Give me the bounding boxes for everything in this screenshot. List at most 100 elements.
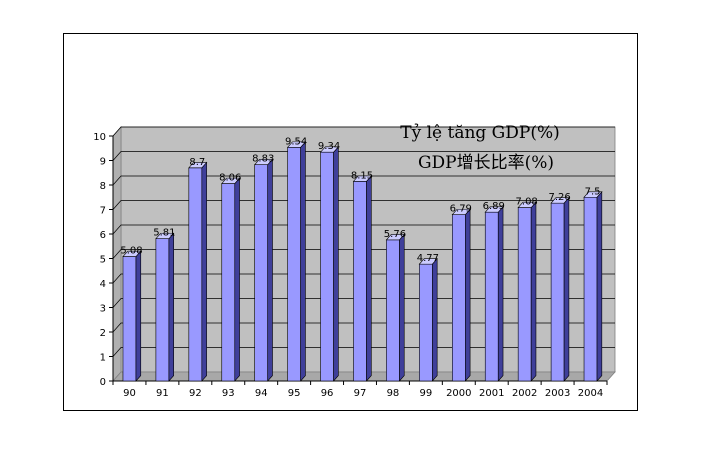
x-tick-label-2002: 2002 [512, 388, 537, 399]
bar-top [286, 141, 307, 148]
y-tick-label: 0 [100, 377, 106, 388]
bar-top [385, 234, 405, 241]
bar-2004 [583, 191, 603, 382]
bar-90 [122, 250, 142, 382]
data-label-95: 9.54 [285, 136, 307, 147]
bar-front [221, 183, 236, 382]
bar-top [319, 146, 340, 153]
x-tick-label-91: 91 [156, 388, 169, 399]
y-tick-label: 3 [100, 304, 106, 315]
bar-front [320, 151, 334, 382]
y-tick-label: 8 [100, 181, 106, 192]
x-tick-label-2004: 2004 [578, 388, 603, 399]
bar-94 [254, 158, 274, 382]
bar-side [333, 145, 339, 382]
bar-side [300, 141, 306, 382]
gridline [112, 200, 615, 210]
x-tick-label-92: 92 [189, 388, 202, 399]
data-labels: 5.08 5.81 8.7 8.06 8.83 9.54 9.34 8.15 5.76 4.77 6… [120, 136, 600, 264]
data-label-2002: 7.08 [516, 197, 538, 208]
gridline [112, 347, 615, 357]
y-tick-label: 10 [93, 132, 106, 143]
chart-title-line-1: Tỷ lệ tăng GDP(%) [400, 123, 560, 143]
bar-top [352, 175, 372, 182]
bar-front [484, 211, 499, 382]
bar-side [530, 201, 537, 382]
bar-side [234, 177, 240, 382]
data-label-93: 8.06 [219, 173, 241, 184]
bar-front [287, 146, 301, 382]
bar-front [517, 207, 532, 382]
bar-front [254, 164, 268, 382]
data-label-99: 4.77 [417, 253, 439, 264]
x-tick-label-94: 94 [255, 388, 268, 399]
y-tick-label: 2 [100, 328, 106, 339]
bar-front [451, 214, 466, 382]
y-tick-label: 4 [100, 279, 106, 290]
bar-side [135, 250, 142, 382]
bar-front [583, 196, 598, 382]
data-label-92: 8.7 [189, 157, 205, 168]
bar-front [122, 256, 137, 382]
bar-top [254, 158, 274, 165]
bar-top [188, 162, 208, 169]
bar-2000 [451, 208, 471, 382]
bar-side [201, 161, 207, 382]
data-label-2001: 6.89 [483, 201, 505, 212]
bar-top [418, 258, 438, 265]
bar-2002 [517, 201, 537, 382]
bar-top [517, 201, 537, 208]
bar-97 [352, 175, 372, 382]
bar-side [596, 191, 603, 382]
bar-side [267, 158, 273, 382]
gridline [112, 322, 615, 333]
bar-2001 [484, 206, 504, 382]
bars [122, 141, 603, 382]
gridline [112, 249, 615, 259]
gridlines [112, 126, 615, 357]
bar-96 [319, 145, 340, 382]
data-label-97: 8.15 [351, 170, 373, 181]
data-label-96: 9.34 [318, 141, 340, 152]
bar-98 [385, 233, 405, 382]
bar-99 [418, 257, 438, 382]
y-tick-label: 5 [100, 255, 106, 266]
gridline [112, 273, 615, 284]
data-label-2000: 6.79 [450, 204, 472, 215]
bar-top [122, 250, 142, 257]
bar-side [464, 208, 471, 382]
x-tick-label-98: 98 [387, 388, 400, 399]
y-tick-labels: 0 1 2 3 4 5 6 7 8 9 10 [93, 132, 113, 388]
bar-top [155, 232, 175, 239]
bar-front [155, 238, 170, 382]
bar-top [583, 191, 603, 198]
x-tick-label-2000: 2000 [446, 388, 471, 399]
gridline [112, 298, 615, 308]
bar-2003 [550, 196, 570, 382]
x-tick-labels: 90 91 92 93 94 95 96 97 98 99 2000 2001 2002 2003 2004 [112, 381, 608, 399]
chart-title-line-2: GDP增长比率(%) [418, 153, 554, 173]
data-label-90: 5.08 [120, 246, 142, 257]
gridline [112, 126, 615, 137]
y-tick-label: 1 [100, 353, 106, 364]
bar-front [188, 167, 203, 382]
bar-top [484, 206, 504, 213]
bar-side [366, 175, 372, 382]
data-label-98: 5.76 [384, 229, 406, 240]
bar-front [550, 202, 565, 382]
x-tick-label-2003: 2003 [545, 388, 570, 399]
x-tick-label-95: 95 [288, 388, 301, 399]
bar-95 [286, 141, 307, 382]
x-tick-label-90: 90 [123, 388, 136, 399]
gridline [112, 224, 615, 235]
bar-front [353, 181, 367, 382]
data-label-91: 5.81 [153, 228, 175, 239]
bar-92 [188, 161, 208, 382]
y-tick-label: 6 [100, 230, 106, 241]
bar-91 [155, 232, 175, 382]
data-label-94: 8.83 [252, 154, 274, 165]
x-tick-label-2001: 2001 [479, 388, 504, 399]
bar-side [497, 206, 504, 382]
x-tick-label-99: 99 [419, 388, 432, 399]
